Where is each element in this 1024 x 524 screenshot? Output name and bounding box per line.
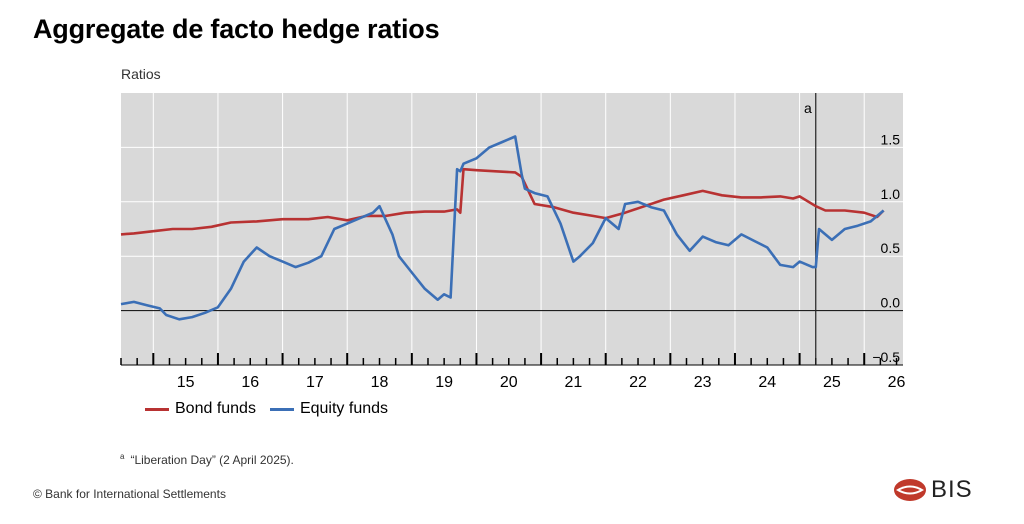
x-tick-label: 25: [823, 374, 841, 391]
bis-logo-text: BIS: [931, 476, 973, 503]
legend-swatch-bond: [145, 407, 169, 411]
footnote: a “Liberation Day” (2 April 2025).: [120, 452, 294, 467]
x-tick-label: 21: [564, 374, 582, 391]
x-tick-label: 24: [758, 374, 776, 391]
legend-label-equity: Equity funds: [299, 400, 389, 417]
x-tick-label: 23: [694, 374, 712, 391]
x-tick-label: 20: [500, 374, 518, 391]
x-tick-label: 15: [177, 374, 195, 391]
plot-area: [121, 93, 903, 365]
x-tick-label: 18: [371, 374, 389, 391]
chart-title: Aggregate de facto hedge ratios: [33, 14, 440, 44]
series-line-bond: [120, 167, 885, 236]
x-tick-label: 17: [306, 374, 324, 391]
annotation-label: a: [804, 100, 812, 116]
legend: Bond funds Equity funds: [145, 400, 402, 418]
x-tick-label: 16: [241, 374, 259, 391]
bis-logo: BIS: [893, 476, 973, 504]
chart-canvas: −0.5 0.0 0.5 1.0 1.5 Ratios 15 16 17 18 19 20 21 22 23…: [120, 66, 906, 391]
y-tick-label: −0.5: [872, 349, 900, 365]
legend-swatch-equity: [269, 407, 294, 411]
y-axis-label: Ratios: [121, 66, 161, 82]
x-tick-label: 22: [629, 374, 647, 391]
legend-item-equity: Equity funds: [269, 400, 389, 418]
y-tick-label: 0.5: [881, 240, 901, 256]
series-line-equity: [120, 135, 885, 321]
y-tick-label: 1.5: [881, 131, 901, 147]
x-tick-label: 26: [888, 374, 906, 391]
legend-label-bond: Bond funds: [175, 400, 256, 417]
y-tick-label: 0.0: [881, 295, 901, 311]
y-tick-label: 1.0: [881, 186, 901, 202]
footnote-marker: a: [120, 452, 125, 461]
copyright: © Bank for International Settlements: [33, 487, 226, 501]
legend-item-bond: Bond funds: [145, 400, 256, 418]
x-tick-label: 19: [435, 374, 453, 391]
bis-emblem-icon: [894, 479, 926, 501]
footnote-text: “Liberation Day” (2 April 2025).: [130, 453, 294, 467]
